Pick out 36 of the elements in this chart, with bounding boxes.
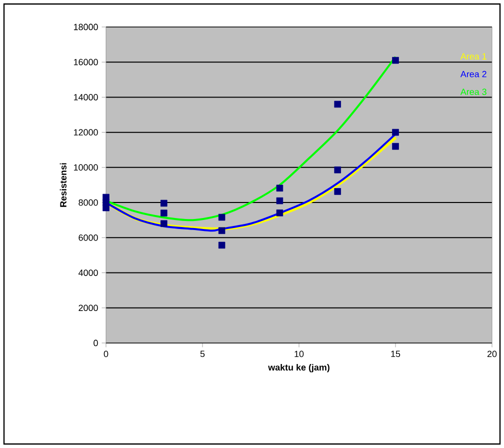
y-axis-title: Resistensi [60,163,66,207]
point [160,200,168,207]
y-tick-label: 16000 [74,58,98,66]
point [276,197,284,204]
point [218,214,226,221]
y-tick-label: 14000 [74,94,98,100]
point [334,188,341,195]
x-tick-label: 20 [487,350,497,358]
y-tick-label: 10000 [74,164,98,171]
point [392,128,399,136]
point [102,204,110,212]
point [218,242,226,249]
point [218,227,226,234]
x-tick-label: 0 [104,350,108,358]
point [276,184,284,192]
text: Area 2 [460,70,486,78]
x-tick-label: 10 [294,350,304,358]
x-axis-title: waktu ke (jam) [268,364,330,372]
y-tick-label: 18000 [74,24,98,30]
x-tick-label: 5 [200,350,205,358]
y-tick-label: 2000 [78,304,98,312]
point [334,100,341,108]
text: Area 1 [460,53,486,60]
text: Area 3 [460,88,486,95]
point [276,210,284,216]
x-tick-label: 15 [391,350,400,358]
y-tick-label: 6000 [78,234,98,241]
y-tick-label: 4000 [78,270,98,276]
y-tick-label: 12000 [74,129,98,136]
point [392,142,399,150]
point [392,56,399,64]
y-tick-label: 0 [94,340,98,346]
y-tick-label: 8000 [78,199,98,206]
point [160,220,168,227]
point [334,166,341,174]
point [160,210,168,216]
